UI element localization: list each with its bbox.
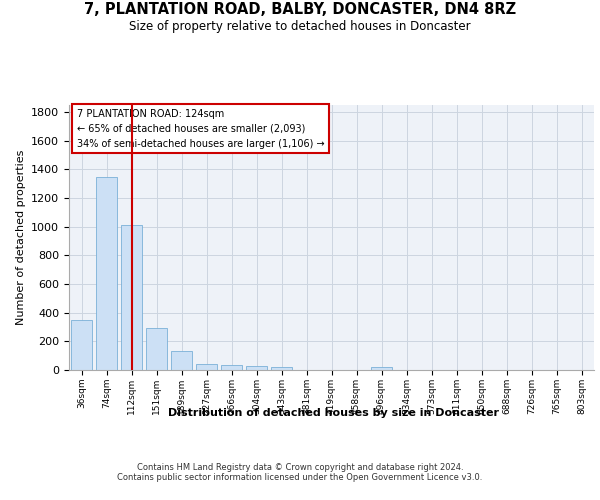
Bar: [196, 364, 217, 370]
Text: Distribution of detached houses by size in Doncaster: Distribution of detached houses by size …: [167, 408, 499, 418]
Bar: [371, 367, 392, 370]
Text: 7 PLANTATION ROAD: 124sqm
← 65% of detached houses are smaller (2,093)
34% of se: 7 PLANTATION ROAD: 124sqm ← 65% of detac…: [77, 109, 325, 148]
Text: Contains public sector information licensed under the Open Government Licence v3: Contains public sector information licen…: [118, 472, 482, 482]
Bar: [71, 320, 92, 370]
Text: Contains HM Land Registry data © Crown copyright and database right 2024.: Contains HM Land Registry data © Crown c…: [137, 462, 463, 471]
Y-axis label: Number of detached properties: Number of detached properties: [16, 150, 26, 325]
Bar: [96, 176, 117, 370]
Bar: [221, 365, 242, 370]
Bar: [246, 366, 267, 370]
Bar: [146, 328, 167, 370]
Text: Size of property relative to detached houses in Doncaster: Size of property relative to detached ho…: [129, 20, 471, 33]
Bar: [271, 367, 292, 370]
Bar: [171, 352, 192, 370]
Text: 7, PLANTATION ROAD, BALBY, DONCASTER, DN4 8RZ: 7, PLANTATION ROAD, BALBY, DONCASTER, DN…: [84, 2, 516, 18]
Bar: [121, 226, 142, 370]
